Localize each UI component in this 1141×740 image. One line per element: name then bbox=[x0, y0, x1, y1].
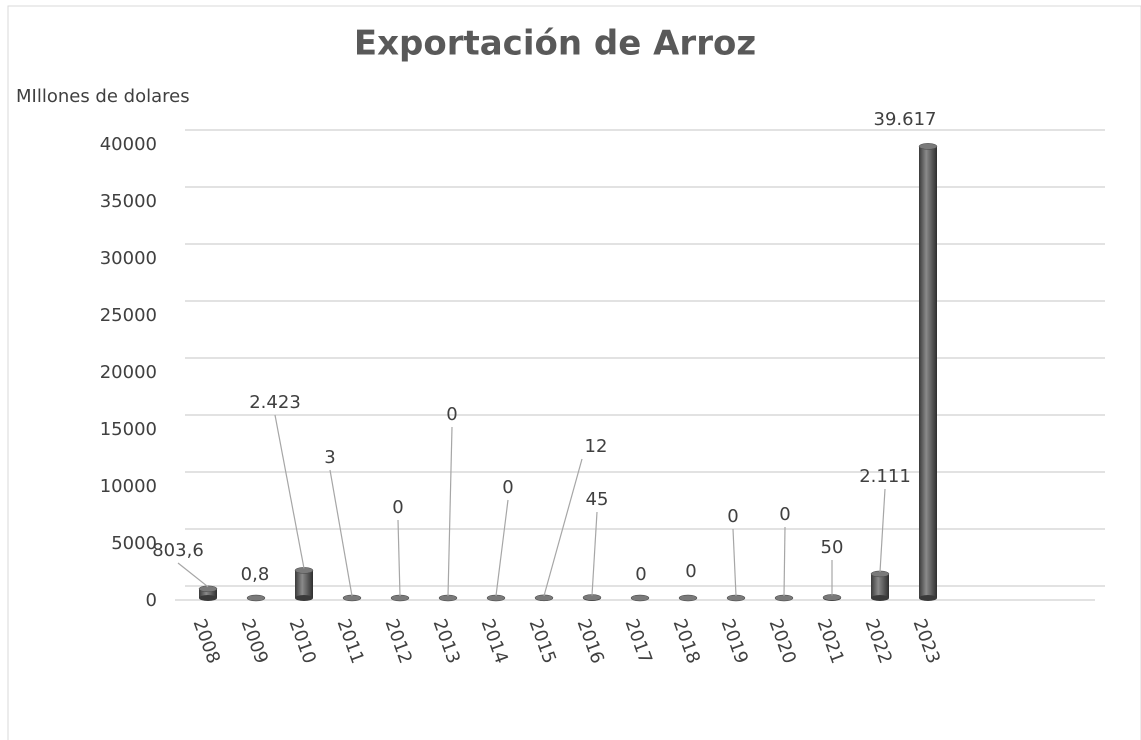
y-tick-label: 35000 bbox=[100, 191, 157, 212]
bar bbox=[871, 573, 889, 598]
y-tick-label: 15000 bbox=[100, 419, 157, 440]
bar-top bbox=[678, 594, 698, 602]
x-tick-label: 2013 bbox=[429, 616, 464, 666]
leader-line bbox=[274, 414, 305, 569]
x-tick-label: 2012 bbox=[381, 616, 416, 666]
leader-line bbox=[879, 488, 886, 572]
data-label: 0 bbox=[727, 506, 738, 527]
y-tick-label: 20000 bbox=[100, 362, 157, 383]
y-axis-label: MIllones de dolares bbox=[16, 86, 190, 107]
bar bbox=[919, 146, 937, 598]
y-tick-label: 30000 bbox=[100, 248, 157, 269]
bar-base bbox=[871, 595, 889, 601]
data-label: 2.423 bbox=[249, 392, 301, 413]
x-tick-label: 2020 bbox=[765, 616, 800, 666]
data-label: 12 bbox=[585, 436, 608, 457]
data-label: 3 bbox=[324, 447, 335, 468]
x-tick-label: 2018 bbox=[669, 616, 704, 666]
data-label: 50 bbox=[821, 537, 844, 558]
bar-top bbox=[918, 143, 938, 150]
data-label: 0 bbox=[635, 564, 646, 585]
y-tick-label: 40000 bbox=[100, 134, 157, 155]
data-label: 2.111 bbox=[859, 466, 911, 487]
bar-base bbox=[919, 595, 937, 601]
bar bbox=[199, 588, 217, 598]
data-label: 0 bbox=[446, 404, 457, 425]
leader-line bbox=[732, 528, 737, 597]
chart-title: Exportación de Arroz bbox=[354, 24, 756, 64]
leader-line bbox=[591, 511, 598, 596]
y-tick-label: 25000 bbox=[100, 305, 157, 326]
x-tick-label: 2023 bbox=[909, 616, 944, 666]
x-tick-label: 2014 bbox=[477, 616, 512, 666]
x-tick-label: 2009 bbox=[237, 616, 272, 666]
data-label: 0 bbox=[779, 504, 790, 525]
x-tick-label: 2017 bbox=[621, 616, 656, 666]
data-label: 0 bbox=[685, 561, 696, 582]
bar-top bbox=[630, 594, 650, 602]
bar-top bbox=[246, 594, 266, 602]
y-tick-label: 10000 bbox=[100, 476, 157, 497]
leader-line bbox=[495, 499, 509, 597]
data-label: 0,8 bbox=[241, 564, 270, 585]
data-label: 803,6 bbox=[152, 540, 204, 561]
x-tick-label: 2010 bbox=[285, 616, 320, 666]
bar-base bbox=[199, 595, 217, 601]
bar bbox=[295, 570, 313, 598]
x-tick-label: 2008 bbox=[189, 616, 224, 666]
y-tick-label: 0 bbox=[146, 590, 157, 611]
x-tick-label: 2021 bbox=[813, 616, 848, 666]
leader-line bbox=[543, 458, 583, 597]
data-label: 0 bbox=[502, 477, 513, 498]
x-tick-label: 2011 bbox=[333, 616, 368, 666]
leader-line bbox=[329, 469, 353, 597]
bar-base bbox=[295, 595, 313, 601]
chart-border bbox=[7, 5, 1141, 740]
x-tick-label: 2016 bbox=[573, 616, 608, 666]
data-label: 39.617 bbox=[874, 109, 937, 130]
y-tick-label: 5000 bbox=[111, 533, 157, 554]
leader-line bbox=[447, 426, 453, 597]
data-label: 0 bbox=[392, 497, 403, 518]
bar-top bbox=[198, 585, 218, 593]
leader-line bbox=[177, 562, 209, 588]
data-label: 45 bbox=[586, 489, 609, 510]
x-tick-label: 2015 bbox=[525, 616, 560, 666]
x-tick-label: 2019 bbox=[717, 616, 752, 666]
x-tick-label: 2022 bbox=[861, 616, 896, 666]
leader-line bbox=[397, 519, 401, 597]
leader-line bbox=[783, 526, 786, 597]
